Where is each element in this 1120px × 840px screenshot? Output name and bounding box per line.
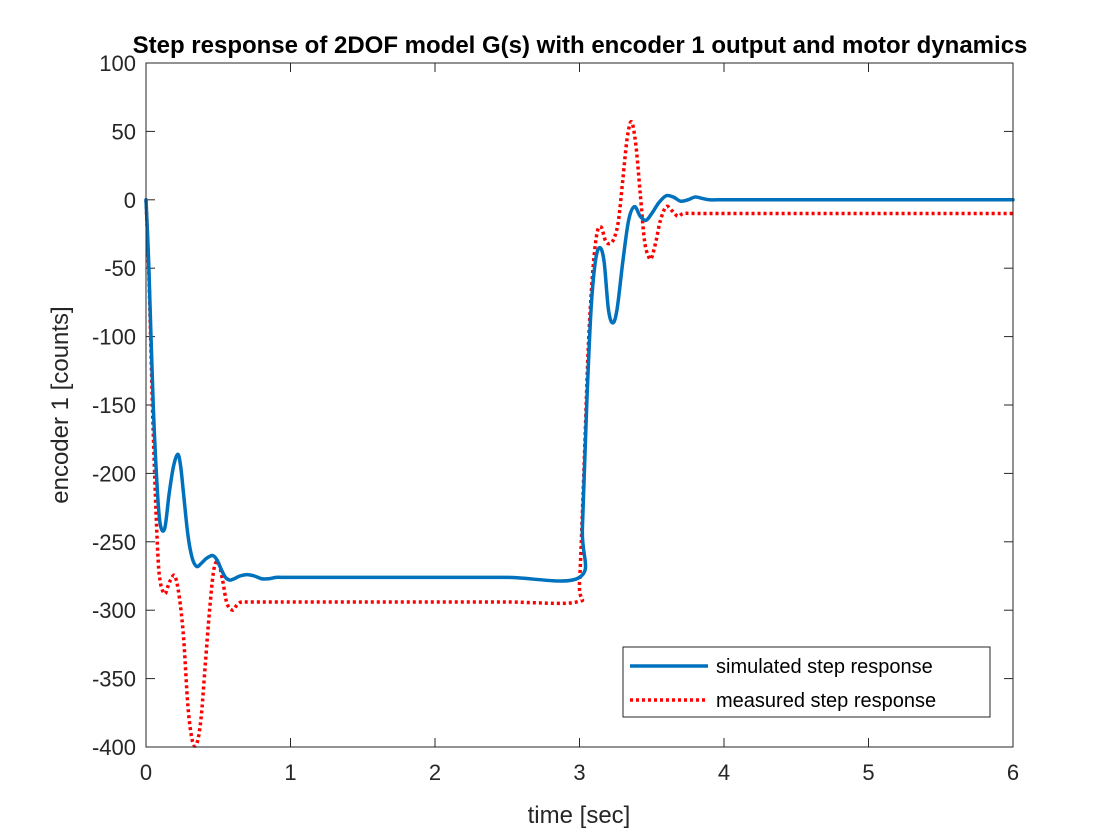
x-tick-label: 1 [284,760,296,785]
x-tick-label: 0 [140,760,152,785]
plot-area [146,63,1013,747]
x-tick-label: 3 [573,760,585,785]
y-tick-label: -200 [92,461,136,486]
x-tick-label: 4 [718,760,730,785]
x-tick-label: 5 [862,760,874,785]
legend: simulated step response measured step re… [622,646,991,718]
x-tick-label: 2 [429,760,441,785]
y-tick-label: -50 [104,256,136,281]
series-measured-line [144,120,1013,748]
y-tick-label: -400 [92,735,136,760]
legend-box [622,646,991,718]
y-tick-label: -100 [92,325,136,350]
y-tick-label: 0 [124,188,136,213]
y-tick-label: -150 [92,393,136,418]
y-tick-label: -250 [92,530,136,555]
x-axis-label: time [sec] [528,802,631,829]
y-axis-label: encoder 1 [counts] [47,306,74,503]
x-tick-label: 6 [1007,760,1019,785]
series-simulated-line [144,193,1015,583]
y-tick-label: 100 [99,51,136,76]
axes-box [145,62,1014,748]
legend-label-measured: measured step response [716,690,936,712]
y-tick-label: 50 [112,119,136,144]
chart-title: Step response of 2DOF model G(s) with en… [133,32,1028,59]
axis-tick-labels: 0 1 2 3 4 5 6 100 50 0 -50 -100 -150 -200 -250 -300 -350… [92,51,1019,785]
data-lines [144,120,1015,748]
y-tick-label: -300 [92,598,136,623]
y-tick-label: -350 [92,667,136,692]
legend-label-simulated: simulated step response [716,656,933,678]
